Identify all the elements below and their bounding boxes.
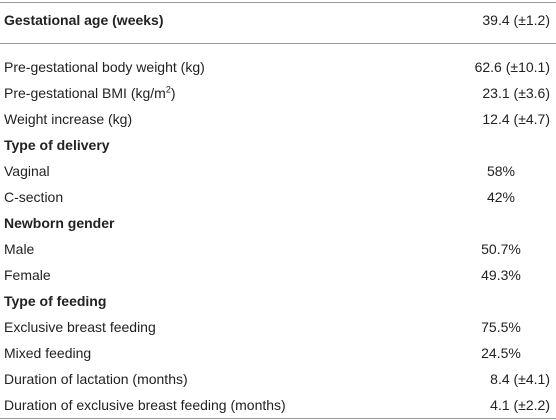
row-label-superscript: 2 (165, 84, 171, 95)
row-label: Duration of exclusive breast feeding (mo… (4, 397, 286, 413)
row-label: C-section (4, 189, 64, 205)
header-label: Gestational age (weeks) (4, 12, 164, 28)
row-value: 62.6 (±10.1) (474, 59, 550, 75)
table-row: Exclusive breast feeding 75.5% (0, 314, 556, 340)
table-header-row: Gestational age (weeks) 39.4 (±1.2) (0, 7, 556, 33)
row-value: 49.3% (481, 267, 521, 283)
row-label: Mixed feeding (4, 345, 92, 361)
section-heading-row: Newborn gender (0, 210, 556, 236)
table-row: Male 50.7% (0, 236, 556, 262)
header-rule (0, 43, 556, 44)
table-row: Female 49.3% (0, 262, 556, 288)
row-label-text: Pre-gestational BMI (kg/m (4, 85, 166, 101)
table-row: Duration of exclusive breast feeding (mo… (0, 392, 556, 418)
row-value: 12.4 (±4.7) (482, 111, 550, 127)
row-label-suffix: ) (170, 85, 176, 101)
top-rule (0, 2, 556, 3)
section-heading: Type of feeding (4, 293, 107, 309)
section-heading: Newborn gender (4, 215, 115, 231)
bottom-rule (0, 418, 556, 419)
row-value: 58% (486, 163, 516, 179)
row-label: Pre-gestational BMI (kg/m2) (4, 80, 176, 106)
table-row: Duration of lactation (months) 8.4 (±4.1… (0, 366, 556, 392)
row-label: Male (4, 241, 35, 257)
row-label: Duration of lactation (months) (4, 371, 188, 387)
row-value: 75.5% (481, 319, 521, 335)
row-value: 23.1 (±3.6) (482, 85, 550, 101)
row-label: Weight increase (kg) (4, 111, 133, 127)
table-row: Mixed feeding 24.5% (0, 340, 556, 366)
row-value: 42% (486, 189, 516, 205)
header-value: 39.4 (±1.2) (482, 12, 550, 28)
row-value: 4.1 (±2.2) (490, 397, 550, 413)
row-label: Vaginal (4, 163, 50, 179)
table-row: C-section 42% (0, 184, 556, 210)
section-heading-row: Type of delivery (0, 132, 556, 158)
table-row: Weight increase (kg) 12.4 (±4.7) (0, 106, 556, 132)
section-heading: Type of delivery (4, 137, 110, 153)
row-label: Female (4, 267, 51, 283)
row-label: Pre-gestational body weight (kg) (4, 59, 205, 75)
row-label: Exclusive breast feeding (4, 319, 156, 335)
row-value: 8.4 (±4.1) (490, 371, 550, 387)
section-heading-row: Type of feeding (0, 288, 556, 314)
table-row: Pre-gestational BMI (kg/m2) 23.1 (±3.6) (0, 80, 556, 106)
row-value: 50.7% (481, 241, 521, 257)
table-row: Pre-gestational body weight (kg) 62.6 (±… (0, 54, 556, 80)
row-value: 24.5% (481, 345, 521, 361)
table-row: Vaginal 58% (0, 158, 556, 184)
